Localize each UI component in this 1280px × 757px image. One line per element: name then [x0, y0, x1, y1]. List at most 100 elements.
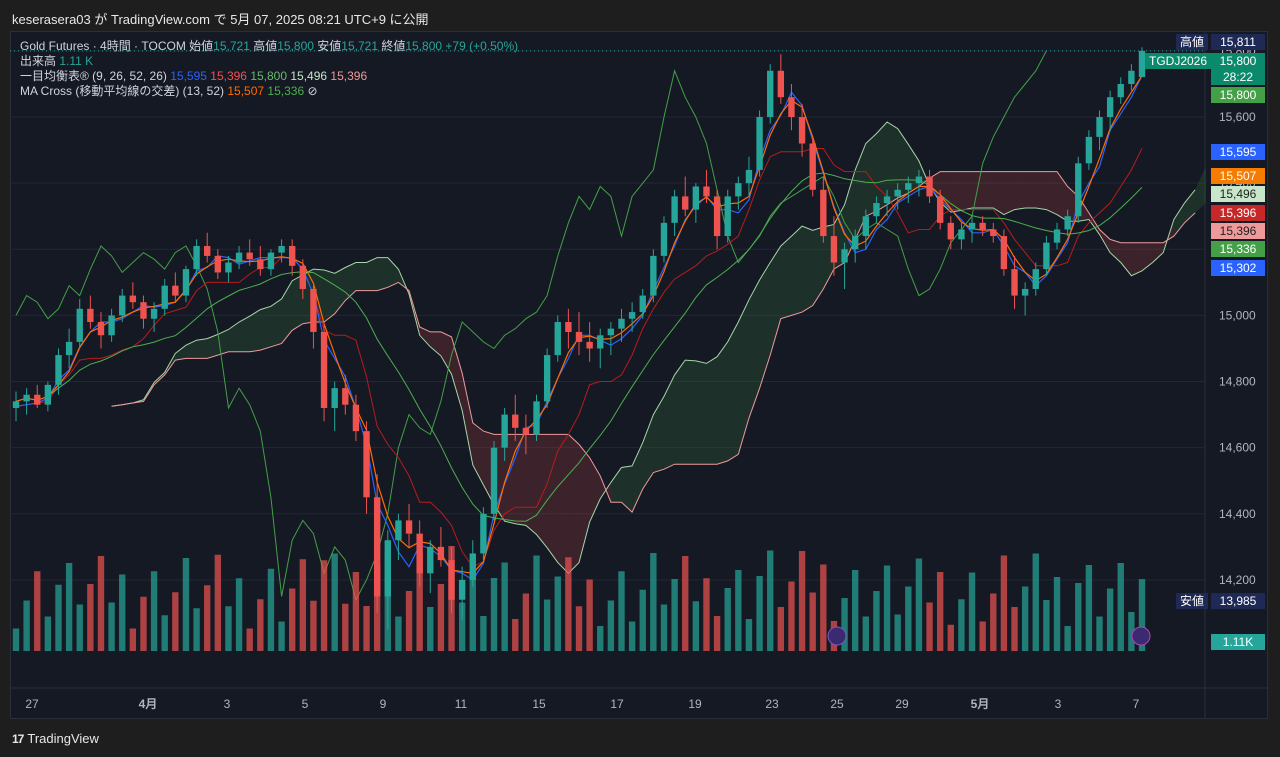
footer-brand[interactable]: TradingView — [27, 731, 99, 746]
volume-bar — [87, 584, 94, 651]
publish-header: keserasera03 が TradingView.com で 5月 07, … — [0, 0, 1280, 32]
candle-body — [1128, 70, 1135, 84]
candle-body — [427, 546, 434, 574]
candle-body — [968, 222, 976, 230]
volume-bar — [798, 551, 806, 651]
ichimoku-cloud-segment — [1003, 171, 1015, 215]
candle-body — [299, 265, 306, 289]
candle-body — [777, 70, 785, 98]
hidden-eye-icon[interactable]: ⊘ — [307, 84, 318, 98]
symbol-tag-value: 15,800 — [1211, 53, 1265, 69]
ichimoku-cloud-segment — [897, 128, 909, 199]
ichimoku-cloud-segment — [568, 434, 579, 574]
tradingview-logo-icon[interactable]: 17 — [12, 731, 24, 746]
candle-body — [745, 169, 753, 184]
candle-body — [469, 553, 476, 580]
ichimoku-cloud-segment — [430, 331, 441, 356]
candle-body — [852, 236, 859, 250]
volume-bar — [841, 598, 848, 651]
ichimoku-cloud-segment — [387, 257, 399, 288]
high-tag-label: 高値 — [1176, 34, 1209, 50]
candle-body — [214, 255, 222, 273]
footer: 17 TradingView — [12, 731, 99, 746]
candle-body — [979, 222, 986, 230]
low-band-tag: 15,302 — [1211, 260, 1265, 276]
low-tag-label: 安値 — [1176, 593, 1209, 609]
volume-bar — [788, 581, 795, 651]
candle-body — [671, 196, 678, 223]
kijun-tag: 15,396 — [1211, 205, 1265, 221]
ichimoku-cloud-segment — [887, 122, 898, 205]
volume-bar — [352, 572, 360, 651]
ichimoku-cloud-segment — [791, 226, 803, 316]
ichimoku-cloud-segment — [1088, 212, 1100, 235]
volume-bar — [246, 628, 253, 651]
candle-body — [958, 229, 965, 240]
legend-volume-row[interactable]: 出来高 1.11 K — [20, 54, 518, 69]
volume-bar — [458, 602, 466, 651]
candle-body — [713, 196, 721, 237]
volume-bar — [628, 621, 636, 651]
ichimoku-cloud-segment — [1046, 171, 1058, 215]
candle-body — [597, 335, 604, 349]
x-tick-label: 27 — [25, 697, 39, 711]
candle-body — [97, 322, 105, 336]
candle-body — [108, 315, 115, 336]
ma-fast-tag: 15,507 — [1211, 168, 1265, 184]
volume-bar — [724, 588, 731, 651]
legend-ma-row[interactable]: MA Cross (移動平均線の交差) (13, 52) 15,507 15,3… — [20, 84, 518, 99]
volume-bar — [384, 553, 391, 651]
ichimoku-cloud-segment — [865, 133, 877, 217]
countdown-tag: 28:22 — [1211, 69, 1265, 85]
ichimoku-cloud-segment — [621, 465, 633, 513]
volume-bar — [363, 606, 370, 651]
volume-bar — [1075, 583, 1082, 651]
volume-bar — [682, 556, 689, 651]
candle-body — [841, 249, 848, 263]
volume-bar — [76, 604, 83, 651]
legend-volume-label: 出来高 — [20, 54, 57, 68]
candle-body — [862, 216, 869, 237]
volume-bar — [289, 588, 296, 651]
candle-body — [267, 252, 275, 270]
y-tick-label: 14,200 — [1219, 573, 1256, 587]
volume-bar — [905, 586, 912, 651]
legend-ichimoku-kijun: 15,396 — [210, 69, 247, 83]
candle-body — [830, 236, 838, 263]
y-tick-label: 14,400 — [1219, 507, 1256, 521]
ichimoku-cloud-segment — [589, 457, 601, 523]
price-chart[interactable]: 14,20014,40014,60014,80015,00015,20015,4… — [10, 31, 1268, 719]
symbol-tag-label: TGDJ2026 — [1145, 53, 1212, 69]
legend-low-label: 安値 — [317, 39, 342, 53]
x-tick-label: 5月 — [971, 697, 990, 711]
volume-bar — [1053, 577, 1061, 651]
candle-body — [1085, 136, 1093, 164]
chart-legend: Gold Futures · 4時間 · TOCOM 始値15,721 高値15… — [20, 39, 518, 99]
ma-slow-line — [15, 172, 1143, 522]
legend-main-row[interactable]: Gold Futures · 4時間 · TOCOM 始値15,721 高値15… — [20, 39, 518, 54]
volume-bar — [119, 574, 126, 651]
volume-bar — [745, 619, 753, 651]
volume-bar — [405, 591, 413, 651]
ichimoku-cloud-segment — [185, 340, 197, 359]
candle-body — [161, 285, 168, 309]
legend-symbol: Gold Futures · 4時間 · TOCOM — [20, 39, 186, 53]
ichimoku-cloud-segment — [1152, 242, 1164, 263]
ichimoku-cloud-segment — [1099, 229, 1111, 253]
ichimoku-cloud-segment — [249, 309, 261, 352]
candle-body — [1064, 216, 1071, 230]
volume-bar — [703, 578, 710, 651]
volume-bar — [1043, 600, 1050, 651]
ichimoku-cloud-segment — [260, 306, 271, 351]
x-tick-label: 9 — [380, 697, 387, 711]
candle-body — [607, 328, 615, 336]
y-tick-label: 15,600 — [1219, 110, 1256, 124]
legend-ichimoku-row[interactable]: 一目均衡表® (9, 26, 52, 26) 15,595 15,396 15,… — [20, 69, 518, 84]
ichimoku-cloud-segment — [1035, 171, 1047, 210]
ichimoku-cloud-segment — [632, 442, 643, 513]
candle-body — [437, 546, 445, 561]
volume-bar — [915, 558, 923, 651]
candle-body — [565, 322, 572, 332]
candle-body — [947, 222, 954, 240]
ichimoku-cloud-segment — [557, 434, 569, 574]
